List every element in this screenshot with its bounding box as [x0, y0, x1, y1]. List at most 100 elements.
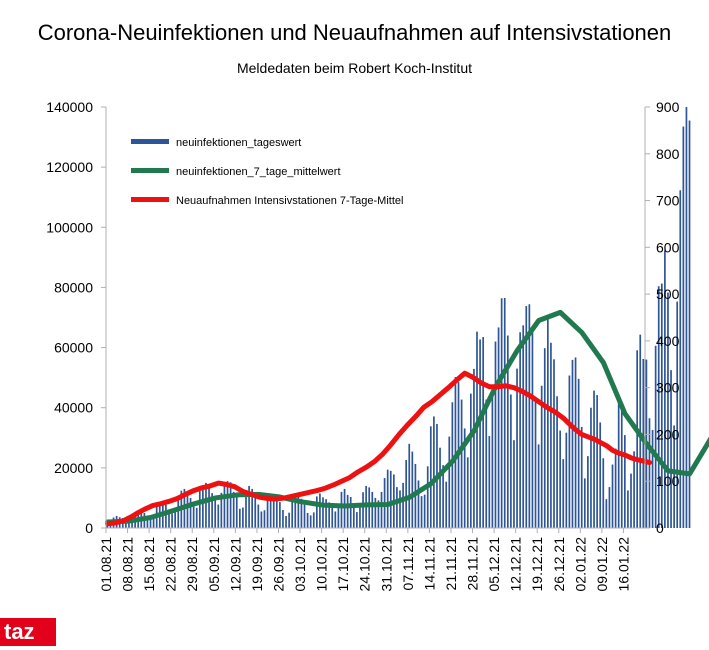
- bar: [235, 497, 238, 528]
- bar: [608, 487, 611, 528]
- bar: [340, 491, 343, 528]
- x-axis-tick-label: 01.08.21: [98, 537, 114, 592]
- bar: [417, 480, 420, 528]
- x-axis-tick-label: 05.12.21: [486, 537, 502, 592]
- series-lines: [105, 309, 709, 527]
- bar: [368, 487, 371, 528]
- bar: [648, 418, 651, 528]
- left-axis-tick-label: 140000: [46, 99, 93, 115]
- bar: [429, 426, 432, 528]
- bar: [205, 482, 207, 528]
- bar: [211, 493, 213, 528]
- legend-label: Neuaufnahmen Intensivstationen 7-Tage-Mi…: [176, 195, 403, 207]
- bar: [571, 359, 574, 528]
- bar: [168, 509, 170, 528]
- bar: [359, 506, 361, 528]
- bar: [263, 510, 266, 528]
- bar: [679, 190, 682, 528]
- bar: [426, 466, 429, 528]
- bar: [500, 298, 503, 528]
- legend-swatch: [131, 197, 169, 202]
- bar: [540, 385, 543, 528]
- bar: [550, 342, 552, 528]
- x-axis-tick-label: 19.12.21: [529, 537, 545, 592]
- bar: [331, 507, 334, 528]
- bar: [300, 498, 303, 528]
- bar: [602, 458, 605, 528]
- chart-title: Corona-Neuinfektionen und Neuaufnahmen a…: [37, 20, 672, 45]
- bar: [312, 512, 315, 528]
- bar: [356, 512, 358, 528]
- right-axis-tick-label: 600: [656, 239, 680, 255]
- bar: [630, 473, 632, 528]
- bar: [396, 487, 398, 528]
- right-axis-tick-label: 800: [656, 146, 680, 162]
- bar: [469, 393, 472, 528]
- bar: [651, 429, 654, 528]
- bar: [189, 497, 192, 528]
- bar: [614, 448, 617, 528]
- bar: [254, 497, 257, 528]
- bar: [485, 399, 488, 528]
- bar: [220, 492, 223, 528]
- bar: [513, 440, 515, 528]
- x-axis-tick-label: 21.11.21: [443, 537, 459, 591]
- bar: [510, 394, 512, 528]
- bar: [285, 515, 287, 528]
- bar: [223, 483, 226, 528]
- bar: [627, 490, 629, 528]
- bar: [208, 487, 210, 528]
- bar: [238, 508, 241, 528]
- legend-label: neuinfektionen_tageswert: [176, 137, 301, 149]
- left-axis-tick-label: 20000: [54, 460, 93, 476]
- bar: [202, 486, 204, 528]
- bar: [599, 422, 602, 528]
- bar: [128, 519, 130, 528]
- bar: [334, 511, 337, 528]
- bar: [325, 499, 327, 528]
- bar: [408, 443, 411, 528]
- bar: [537, 444, 540, 528]
- right-axis-tick-label: 400: [656, 333, 680, 349]
- bar: [411, 451, 414, 528]
- bar: [217, 504, 220, 528]
- legend-label: neuinfektionen_7_tage_mittelwert: [176, 166, 341, 178]
- bar: [670, 370, 672, 528]
- bar: [291, 500, 294, 528]
- right-axis-tick-label: 200: [656, 426, 680, 442]
- bar: [633, 451, 635, 528]
- bar: [226, 481, 229, 528]
- bar: [568, 375, 571, 528]
- bar: [605, 499, 608, 528]
- series-line-neuinfektionen-7-tage-mittelwert: [105, 309, 709, 525]
- bar: [623, 435, 626, 528]
- bar: [309, 515, 312, 528]
- bar: [574, 357, 577, 528]
- bar: [546, 315, 549, 528]
- bar: [315, 496, 318, 528]
- x-axis-tick-label: 12.09.21: [227, 537, 243, 592]
- bar: [152, 514, 155, 528]
- right-axis-tick-label: 700: [656, 193, 680, 209]
- bar: [371, 491, 374, 528]
- bar: [448, 436, 451, 528]
- bar: [149, 518, 152, 528]
- series-line-neuaufnahmen-intensivstationen-7-tage-mittel: [105, 370, 653, 527]
- bar: [165, 504, 167, 528]
- bar: [306, 512, 309, 528]
- x-axis-tick-label: 08.08.21: [120, 537, 136, 592]
- bar: [611, 464, 614, 528]
- bar: [565, 432, 568, 528]
- right-axis-tick-label: 100: [656, 473, 680, 489]
- bar: [420, 496, 423, 528]
- x-axis-tick-label: 03.10.21: [292, 537, 308, 592]
- bar: [593, 390, 595, 528]
- bar: [587, 456, 589, 528]
- bar: [451, 402, 454, 528]
- bar: [195, 507, 198, 528]
- right-axis-ticks: 0 100 200 300 400 500 600 700 800 900: [645, 99, 680, 536]
- bar: [676, 301, 679, 528]
- bar: [519, 332, 521, 528]
- bar: [620, 407, 623, 528]
- bar: [242, 507, 244, 528]
